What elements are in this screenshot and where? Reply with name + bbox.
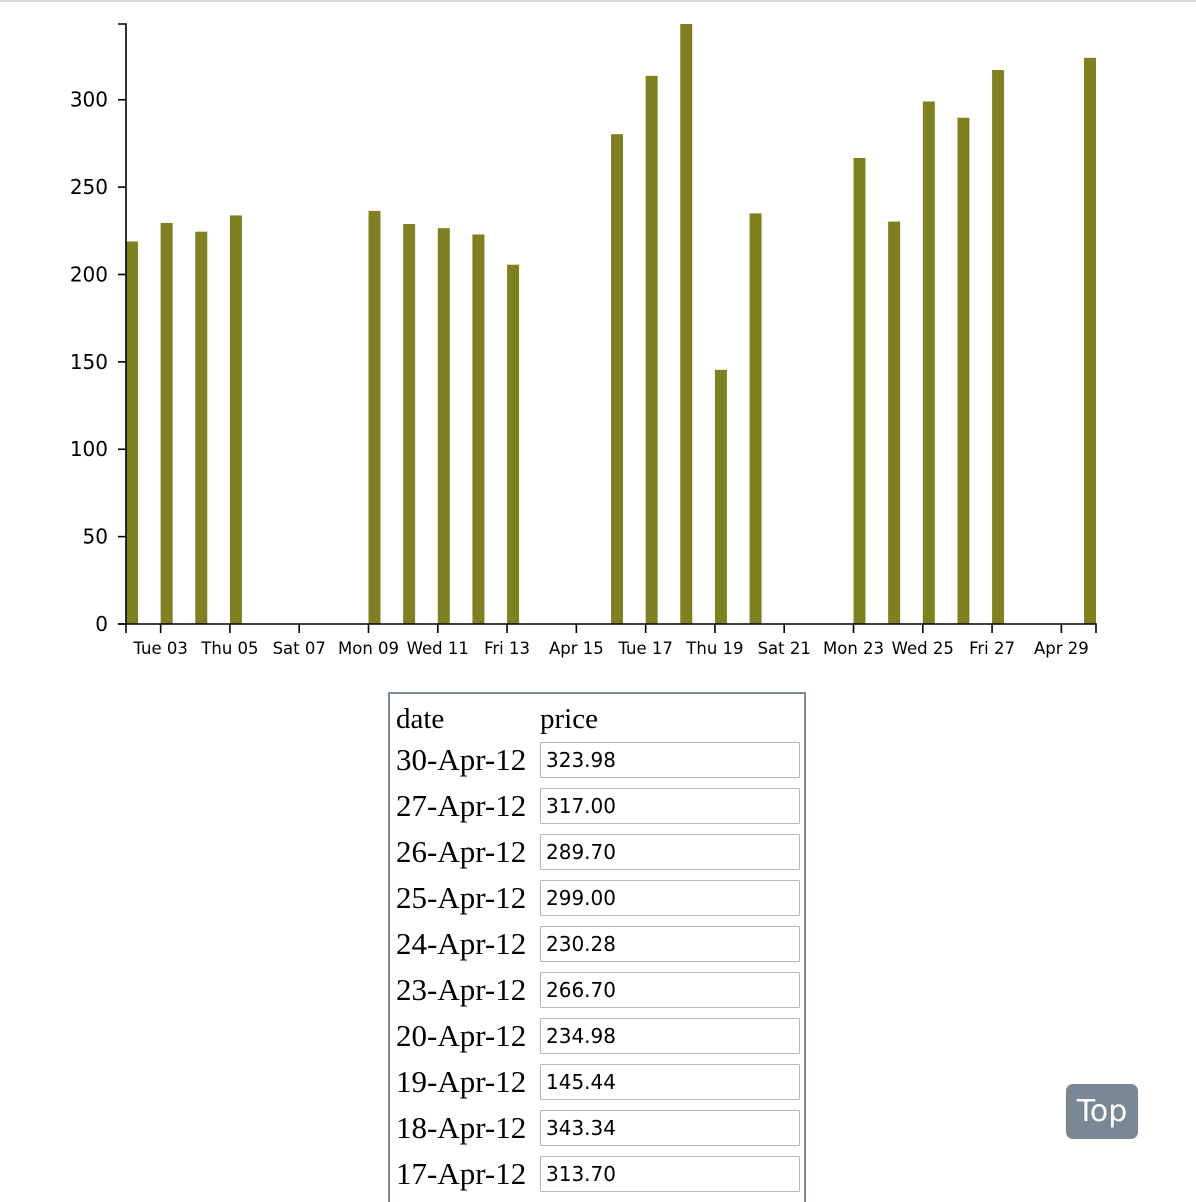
x-tick-label: Tue 03 xyxy=(132,639,187,658)
date-cell: 26-Apr-12 xyxy=(396,834,527,869)
table-row: 23-Apr-12 xyxy=(396,972,800,1018)
price-cell xyxy=(540,880,800,926)
price-input[interactable] xyxy=(540,926,800,962)
date-column-header: date xyxy=(396,702,445,735)
y-axis-line xyxy=(118,23,127,625)
price-input[interactable] xyxy=(540,880,800,916)
y-tick-label: 100 xyxy=(70,437,108,461)
y-tick-label: 200 xyxy=(70,262,108,286)
price-cell xyxy=(540,1156,800,1202)
y-axis: 0 50 100 150 200 250 300 xyxy=(70,23,127,636)
x-axis: Tue 03 Thu 05 Sat 07 Mon 09 Wed 11 Fri 13 Apr … xyxy=(125,623,1097,658)
bar-2012-04-09 xyxy=(368,210,381,624)
x-tick-label: Fri 13 xyxy=(484,639,530,658)
price-input[interactable] xyxy=(540,742,800,778)
price-cell xyxy=(540,834,800,880)
price-table-panel: date price 30-Apr-12 27-Apr-12 26-Apr-12 25… xyxy=(388,692,806,1202)
table-row: 17-Apr-12 xyxy=(396,1156,800,1202)
date-cell: 25-Apr-12 xyxy=(396,880,527,915)
bar-2012-04-27 xyxy=(992,70,1005,624)
bar-2012-04-26 xyxy=(957,117,970,625)
date-cell: 20-Apr-12 xyxy=(396,1018,527,1053)
bar-2012-04-12 xyxy=(472,234,485,624)
x-tick-label: Tue 17 xyxy=(617,639,672,658)
x-tick-label: Sat 21 xyxy=(758,639,811,658)
bar-2012-04-19 xyxy=(714,369,727,624)
price-cell xyxy=(540,788,800,834)
x-tick-label: Apr 29 xyxy=(1034,639,1089,658)
price-input[interactable] xyxy=(540,834,800,870)
price-cell xyxy=(540,972,800,1018)
price-input[interactable] xyxy=(540,1156,800,1192)
price-input[interactable] xyxy=(540,788,800,824)
bar-2012-04-16 xyxy=(611,134,623,624)
price-cell xyxy=(540,742,800,788)
bar-2012-04-30 xyxy=(1084,57,1096,624)
x-tick-label: Fri 27 xyxy=(969,639,1015,658)
price-cell xyxy=(540,1018,800,1064)
bar-2012-04-20 xyxy=(749,213,762,625)
date-cell: 27-Apr-12 xyxy=(396,788,527,823)
price-table: date price 30-Apr-12 27-Apr-12 26-Apr-12 25… xyxy=(396,700,800,1202)
table-row: 20-Apr-12 xyxy=(396,1018,800,1064)
date-cell: 17-Apr-12 xyxy=(396,1156,527,1191)
price-cell xyxy=(540,1064,800,1110)
bar-2012-04-23 xyxy=(853,157,866,624)
y-tick-label: 300 xyxy=(70,88,108,112)
bar-2012-04-24 xyxy=(888,221,901,624)
bar-2012-04-10 xyxy=(403,223,416,625)
bar-chart: 0 50 100 150 200 250 300 Tue 03 Thu 05 Sat 07 Mon… xyxy=(70,23,1097,658)
bar-2012-04-18 xyxy=(680,24,693,624)
x-tick-label: Sat 07 xyxy=(273,639,326,658)
x-tick-label: Mon 23 xyxy=(823,639,884,658)
page-top-border xyxy=(0,0,1196,2)
x-tick-label: Apr 15 xyxy=(549,639,604,658)
bar-2012-04-25 xyxy=(922,101,935,625)
x-tick-label: Wed 25 xyxy=(892,639,954,658)
table-header-row: date price xyxy=(396,700,800,742)
date-cell: 23-Apr-12 xyxy=(396,972,527,1007)
x-tick-label: Wed 11 xyxy=(407,639,469,658)
date-cell: 30-Apr-12 xyxy=(396,742,527,777)
table-row: 25-Apr-12 xyxy=(396,880,800,926)
table-row: 27-Apr-12 xyxy=(396,788,800,834)
bar-2012-04-05 xyxy=(229,215,242,624)
y-tick-label: 50 xyxy=(83,525,108,549)
table-row: 18-Apr-12 xyxy=(396,1110,800,1156)
price-input[interactable] xyxy=(540,1110,800,1146)
table-row: 30-Apr-12 xyxy=(396,742,800,788)
y-tick-label: 0 xyxy=(95,612,108,636)
price-input[interactable] xyxy=(540,972,800,1008)
date-cell: 24-Apr-12 xyxy=(396,926,527,961)
bar-2012-04-02 xyxy=(126,241,138,624)
bar-2012-04-03 xyxy=(160,222,173,624)
bar-2012-04-13 xyxy=(507,264,520,624)
bar-2012-04-17 xyxy=(645,75,658,625)
price-input[interactable] xyxy=(540,1064,800,1100)
x-tick-label: Mon 09 xyxy=(338,639,399,658)
x-tick-label: Thu 05 xyxy=(200,639,258,658)
bar-2012-04-11 xyxy=(437,228,450,624)
table-row: 19-Apr-12 xyxy=(396,1064,800,1110)
date-cell: 18-Apr-12 xyxy=(396,1110,527,1145)
y-tick-label: 150 xyxy=(70,350,108,374)
price-column-header: price xyxy=(540,702,598,735)
table-row: 24-Apr-12 xyxy=(396,926,800,972)
price-cell xyxy=(540,1110,800,1156)
x-tick-label: Thu 19 xyxy=(685,639,743,658)
price-cell xyxy=(540,926,800,972)
table-body: 30-Apr-12 27-Apr-12 26-Apr-12 25-Apr-12 24-A… xyxy=(396,742,800,1202)
bars-group xyxy=(126,24,1096,625)
table-row: 26-Apr-12 xyxy=(396,834,800,880)
scroll-to-top-button[interactable]: Top xyxy=(1066,1084,1138,1139)
price-input[interactable] xyxy=(540,1018,800,1054)
date-cell: 19-Apr-12 xyxy=(396,1064,527,1099)
x-axis-line xyxy=(125,623,1097,633)
y-tick-label: 250 xyxy=(70,175,108,199)
bar-2012-04-04 xyxy=(195,231,208,624)
